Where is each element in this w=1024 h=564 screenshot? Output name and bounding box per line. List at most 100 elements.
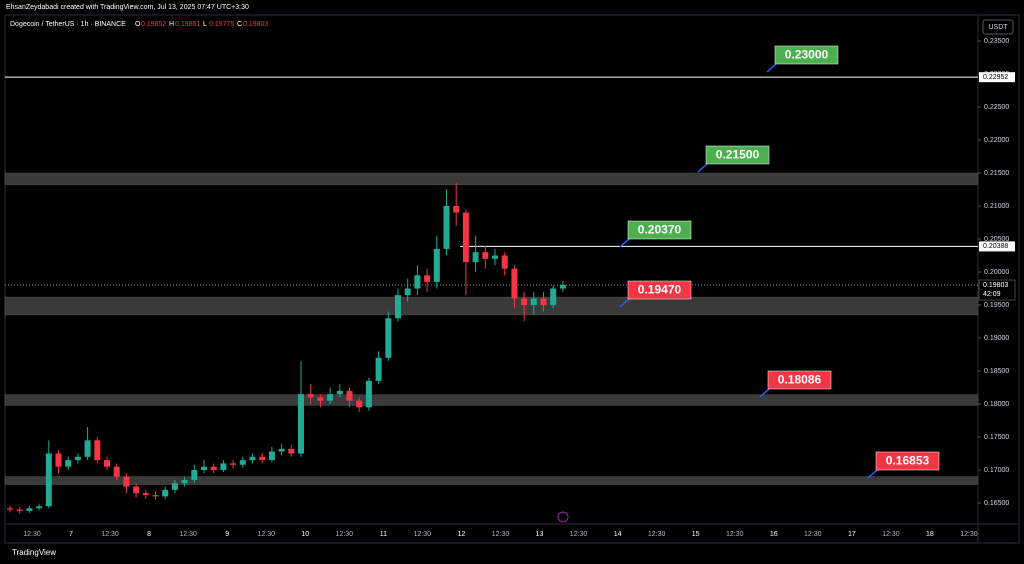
candle-body	[414, 275, 421, 289]
x-tick-label: 10	[301, 531, 309, 538]
candle-body	[511, 268, 518, 299]
y-tick-label: 0.18500	[984, 368, 1009, 375]
candle-body	[356, 400, 363, 408]
candle-body	[298, 394, 304, 454]
y-tick-label: 0.22500	[984, 104, 1009, 111]
zone	[4, 476, 979, 485]
candle-body	[152, 495, 159, 497]
candle-body	[404, 288, 411, 296]
candle-body	[365, 380, 372, 408]
candle-body	[142, 493, 149, 496]
ohlc-key: H	[169, 21, 174, 28]
candle-body	[171, 483, 178, 490]
header-credit: EhsanZeydabadi created with TradingView.…	[6, 4, 249, 11]
candle-body	[443, 206, 450, 249]
x-tick-label: 12:30	[570, 531, 588, 538]
y-tick-label: 0.19000	[984, 335, 1009, 342]
y-tick-label: 0.21000	[984, 203, 1009, 210]
candle-body	[55, 453, 62, 467]
candle-body	[375, 357, 382, 381]
price-line-label: 0.20388	[983, 243, 1008, 250]
candle-body	[65, 460, 72, 467]
y-tick-label: 0.20500	[984, 236, 1009, 243]
zone	[4, 172, 979, 186]
annotation-label: 0.19470	[638, 283, 682, 297]
candle-body	[249, 456, 256, 461]
candle-body	[113, 466, 120, 477]
annotation-label: 0.20370	[638, 223, 682, 237]
y-tick-label: 0.18000	[984, 401, 1009, 408]
x-tick-label: 9	[225, 531, 229, 538]
annotation-label: 0.21500	[716, 148, 760, 162]
annotation-box	[875, 451, 940, 471]
x-tick-label: 13	[536, 531, 544, 538]
currency-box[interactable]	[982, 19, 1014, 35]
ohlc-value: 0.19803	[243, 21, 268, 28]
candle-body	[530, 298, 537, 306]
y-tick-label: 0.17000	[984, 467, 1009, 474]
y-tick-label: 0.19500	[984, 302, 1009, 309]
candle-body	[385, 318, 392, 358]
candle-body	[395, 295, 401, 319]
x-tick-label: 18	[926, 531, 934, 538]
candle-body	[521, 298, 528, 306]
x-tick-label: 12:30	[882, 531, 900, 538]
annotation-box	[627, 280, 692, 300]
candle-body	[424, 275, 431, 282]
candle-body	[462, 212, 469, 263]
annotation-box	[774, 45, 839, 65]
candle-body	[201, 466, 207, 471]
last-price-label: 0.19803	[983, 282, 1008, 289]
annotation-pointer	[619, 297, 631, 308]
candle-body	[492, 255, 498, 259]
x-tick-label: 17	[848, 531, 856, 538]
candle-body	[162, 489, 169, 497]
candle-body	[346, 390, 353, 401]
x-tick-label: 8	[147, 531, 151, 538]
annotation-pointer	[697, 162, 709, 173]
candle-body	[104, 460, 110, 467]
y-tick-label: 0.21500	[984, 170, 1009, 177]
annotation-box	[705, 145, 770, 165]
annotation-box	[767, 370, 832, 390]
candle-body	[433, 248, 440, 282]
x-tick-label: 16	[770, 531, 778, 538]
x-tick-label: 12:30	[336, 531, 354, 538]
annotation-pointer	[867, 468, 879, 479]
x-tick-label: 12:30	[414, 531, 432, 538]
x-tick-label: 12:30	[726, 531, 744, 538]
x-tick-label: 12:30	[179, 531, 197, 538]
price-line-tag	[979, 72, 1015, 83]
candle-body	[327, 394, 334, 401]
candle-body	[210, 466, 217, 471]
candle-body	[94, 440, 101, 461]
annotation-box	[627, 220, 692, 240]
candle-body	[307, 394, 314, 398]
candle-body	[482, 252, 489, 259]
annotation-label: 0.18086	[778, 373, 822, 387]
event-icon[interactable]	[557, 511, 569, 523]
symbol: Dogecoin / TetherUS · 1h · BINANCE	[10, 21, 126, 28]
x-tick-label: 12:30	[960, 531, 978, 538]
annotation-label: 0.16853	[886, 454, 930, 468]
currency[interactable]: USDT	[988, 24, 1008, 31]
candle-body	[181, 479, 188, 484]
candle-body	[133, 486, 140, 494]
chart-frame	[4, 14, 1020, 544]
price-line-label: 0.22952	[983, 74, 1008, 81]
candle-body	[501, 255, 508, 269]
x-tick-label: 15	[692, 531, 700, 538]
x-tick-label: 12:30	[23, 531, 41, 538]
x-tick-label: 12:30	[648, 531, 666, 538]
candle-body	[278, 448, 285, 452]
candle-body	[317, 397, 324, 401]
candle-body	[36, 506, 43, 509]
candle-body	[123, 476, 130, 487]
ohlc-key: L	[203, 21, 207, 28]
annotation-pointer	[766, 62, 778, 73]
x-tick-label: 12:30	[804, 531, 822, 538]
y-tick-label: 0.22000	[984, 137, 1009, 144]
last-price-tag	[978, 279, 1016, 301]
ohlc-value: 0.19775	[209, 21, 234, 28]
